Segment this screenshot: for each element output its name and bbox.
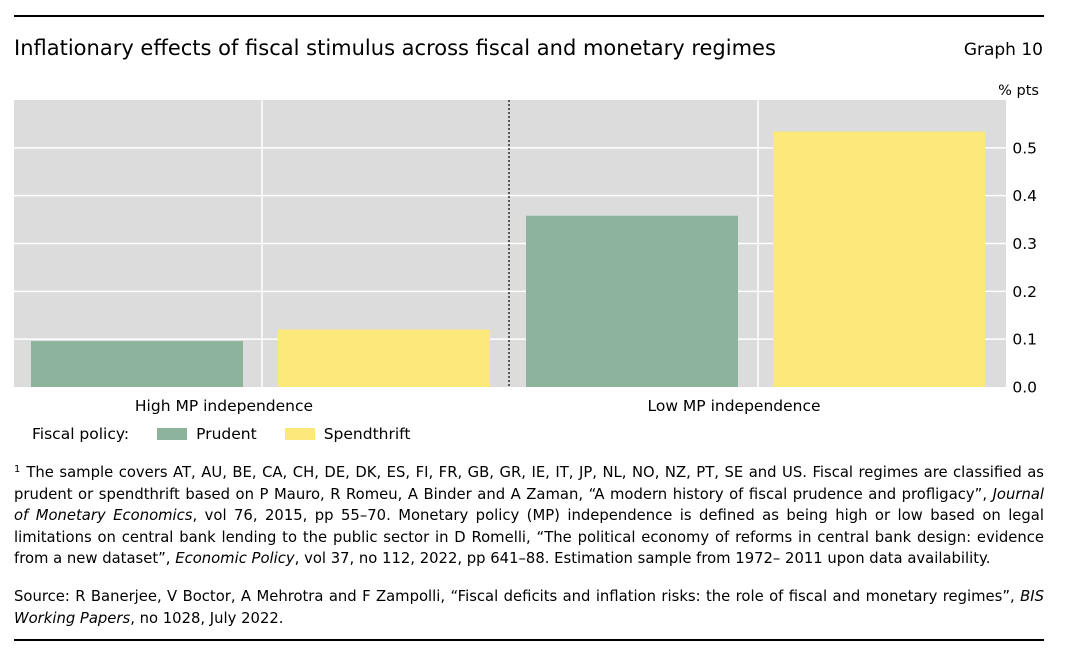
source-text-part: BIS Working Papers bbox=[14, 588, 1044, 627]
y-tick-label: 0.2 bbox=[1012, 283, 1037, 301]
bar-chart: 0.0 0.1 0.2 0.3 0.4 0.5 % pts High MP independe… bbox=[14, 83, 1044, 415]
bar-prudent-low bbox=[526, 215, 738, 387]
footnote-marker: 1 bbox=[14, 464, 21, 475]
bar-prudent-high bbox=[31, 341, 243, 387]
footnote-text-part: , vol 76, 2015, pp 55–70. Monetary polic… bbox=[14, 507, 1044, 567]
source-text-part: , no 1028, July 2022. bbox=[130, 609, 284, 627]
y-tick-label: 0.3 bbox=[1012, 235, 1037, 253]
legend-label: Fiscal policy: bbox=[32, 425, 130, 443]
top-rule bbox=[14, 15, 1044, 17]
legend-item-spendthrift: Spendthrift bbox=[323, 425, 411, 443]
y-tick-label: 0.4 bbox=[1012, 187, 1037, 205]
source-note: Source: R Banerjee, V Boctor, A Mehrotra… bbox=[14, 586, 1044, 629]
legend-item-prudent: Prudent bbox=[196, 425, 257, 443]
legend-swatch-prudent bbox=[157, 428, 188, 440]
plot-area: 0.0 0.1 0.2 0.3 0.4 0.5 % pts High MP independe… bbox=[14, 83, 1044, 415]
y-tick-label: 0.1 bbox=[1012, 331, 1037, 349]
footnote-text-part: , vol 37, no 112, 2022, pp 641–88. Estim… bbox=[294, 550, 991, 567]
footnote-text-part: Economic Policy bbox=[175, 550, 295, 567]
footnote-text-part: Journal of Monetary Economics bbox=[14, 485, 1044, 525]
bar-spendthrift-high bbox=[278, 329, 490, 387]
footnote: 1 The sample covers AT, AU, BE, CA, CH, D… bbox=[14, 459, 1044, 570]
bottom-rule bbox=[14, 639, 1044, 641]
legend: Fiscal policy: Prudent Spendthrift bbox=[32, 425, 410, 443]
chart-title: Inflationary effects of fiscal stimulus … bbox=[14, 36, 776, 60]
graph-number: Graph 10 bbox=[963, 40, 1043, 60]
y-axis-unit-label: % pts bbox=[998, 83, 1039, 99]
y-tick-label: 0.5 bbox=[1012, 139, 1037, 157]
legend-swatch-spendthrift bbox=[284, 428, 315, 440]
y-tick-label: 0.0 bbox=[1012, 379, 1037, 397]
footnote-text: The sample covers AT, AU, BE, CA, CH, DE… bbox=[14, 464, 1044, 567]
x-category-label: High MP independence bbox=[135, 397, 313, 415]
x-category-label: Low MP independence bbox=[647, 397, 820, 415]
bar-spendthrift-low bbox=[773, 131, 985, 387]
footnote-text-part: The sample covers AT, AU, BE, CA, CH, DE… bbox=[14, 464, 1044, 503]
source-text-part: Source: R Banerjee, V Boctor, A Mehrotra… bbox=[14, 588, 1021, 605]
